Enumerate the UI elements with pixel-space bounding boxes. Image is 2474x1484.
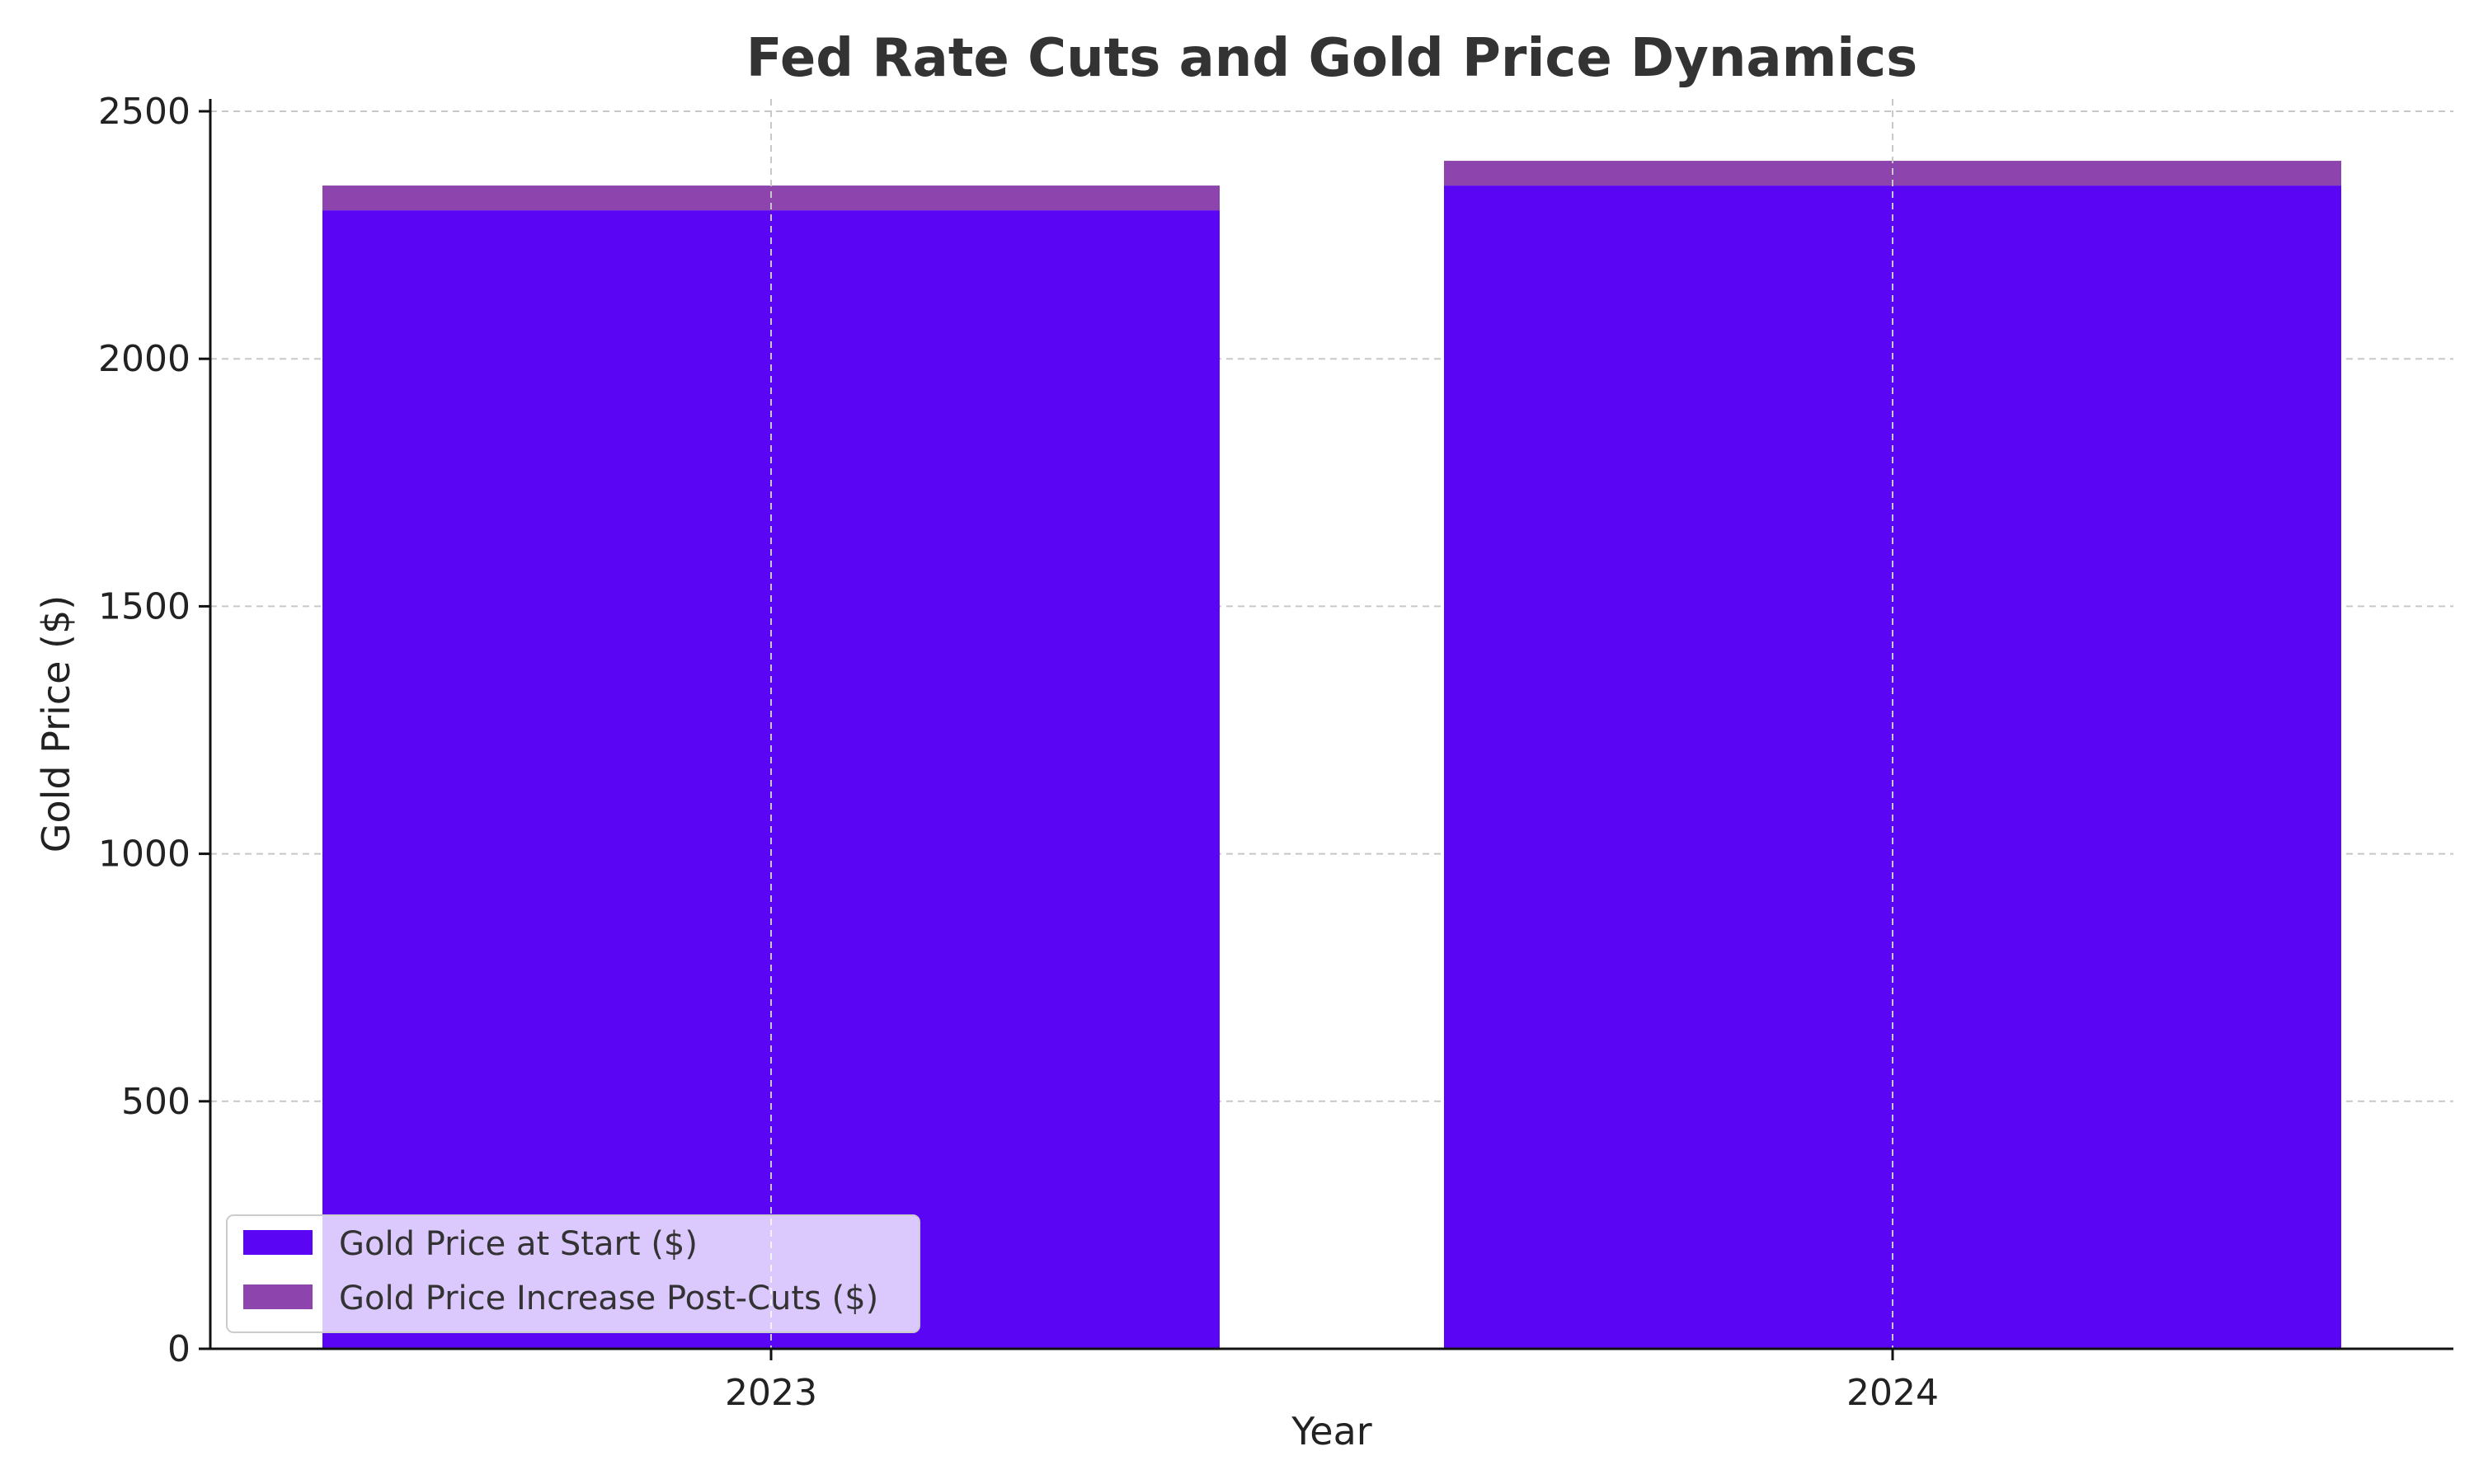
y-tick-label: 2000 — [98, 338, 190, 380]
legend-swatch-increase-post-cuts — [243, 1284, 313, 1309]
legend-entry-increase-post-cuts: Gold Price Increase Post-Cuts ($) — [339, 1280, 878, 1317]
x-axis-label: Year — [1291, 1409, 1371, 1453]
y-tick-label: 1500 — [98, 585, 190, 627]
y-tick-label: 2500 — [98, 91, 190, 133]
legend-box — [226, 1214, 920, 1333]
y-tick-label: 500 — [121, 1081, 190, 1123]
y-axis-label: Gold Price ($) — [34, 595, 78, 852]
ticks: 0 500 1000 1500 2000 2500 2023 2024 — [98, 91, 1939, 1414]
y-tick-label: 0 — [167, 1328, 190, 1370]
x-tick-label-2024: 2024 — [1846, 1372, 1939, 1414]
legend: Gold Price at Start ($) Gold Price Incre… — [226, 1214, 920, 1333]
axes — [209, 99, 2453, 1350]
y-tick-label: 1000 — [98, 834, 190, 876]
bars — [322, 99, 2341, 1349]
x-tick-label-2023: 2023 — [725, 1372, 817, 1414]
chart-title: Fed Rate Cuts and Gold Price Dynamics — [746, 28, 1918, 89]
legend-swatch-start-price — [243, 1230, 313, 1255]
legend-entry-start-price: Gold Price at Start ($) — [339, 1225, 698, 1263]
